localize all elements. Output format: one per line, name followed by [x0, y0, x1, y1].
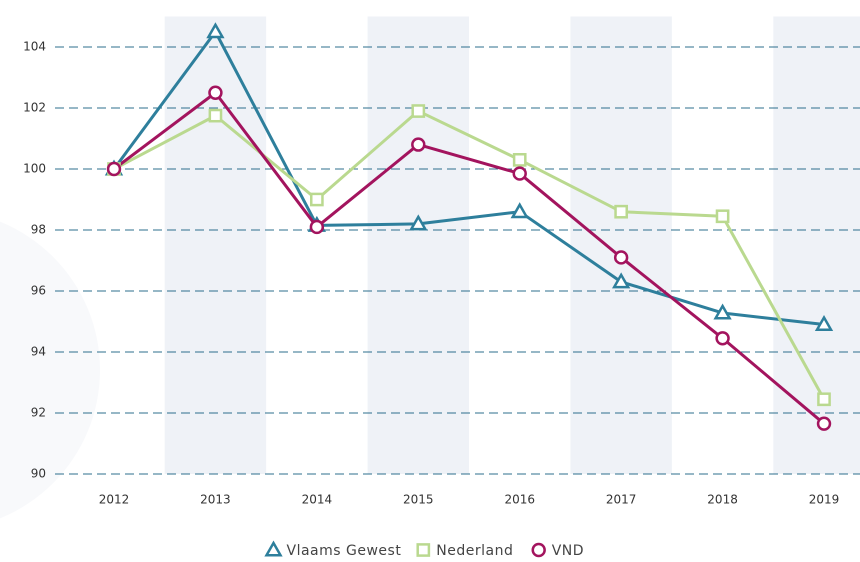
x-tick-label: 2014	[302, 493, 333, 507]
marker	[411, 137, 426, 152]
y-tick-label: 104	[23, 40, 46, 54]
x-tick-label: 2017	[606, 493, 637, 507]
marker	[817, 392, 831, 407]
y-tick-label: 100	[23, 162, 46, 176]
x-tick-label: 2015	[403, 493, 434, 507]
y-tick-label: 102	[23, 101, 46, 115]
legend-marker	[264, 540, 283, 557]
marker	[715, 331, 730, 346]
background-decoration	[0, 221, 100, 519]
column-band	[570, 16, 672, 474]
series-line	[112, 30, 825, 327]
marker	[310, 192, 324, 207]
marker	[814, 315, 834, 332]
marker	[614, 204, 628, 219]
series-line	[113, 109, 826, 401]
series-line	[113, 91, 825, 425]
legend-label: Vlaams Gewest	[287, 543, 402, 559]
legend-marker	[416, 543, 431, 557]
y-tick-label: 94	[31, 345, 46, 359]
marker	[206, 22, 225, 39]
y-tick-label: 96	[31, 284, 46, 298]
y-tick-label: 98	[31, 223, 46, 237]
marker	[512, 153, 527, 167]
marker	[713, 303, 732, 320]
x-tick-label: 2013	[200, 493, 231, 507]
column-band	[164, 16, 267, 474]
legend-marker	[531, 542, 546, 558]
marker	[512, 166, 527, 181]
marker	[611, 272, 631, 289]
y-tick-label: 90	[31, 467, 46, 481]
marker	[510, 202, 529, 219]
x-tick-label: 2012	[99, 493, 130, 507]
column-band	[367, 16, 470, 474]
marker	[816, 416, 832, 431]
column-band	[773, 16, 860, 474]
legend-label: VND	[552, 543, 584, 559]
marker	[715, 209, 730, 224]
marker	[409, 214, 428, 231]
marker	[106, 161, 122, 177]
legend-label: Nederland	[436, 543, 513, 559]
marker	[309, 219, 325, 235]
x-tick-label: 2016	[504, 493, 535, 507]
x-tick-label: 2019	[809, 493, 840, 507]
marker	[411, 104, 426, 118]
marker	[613, 250, 629, 265]
marker	[208, 85, 223, 100]
y-tick-label: 92	[31, 406, 46, 420]
marker	[208, 108, 223, 123]
x-tick-label: 2018	[707, 493, 738, 507]
